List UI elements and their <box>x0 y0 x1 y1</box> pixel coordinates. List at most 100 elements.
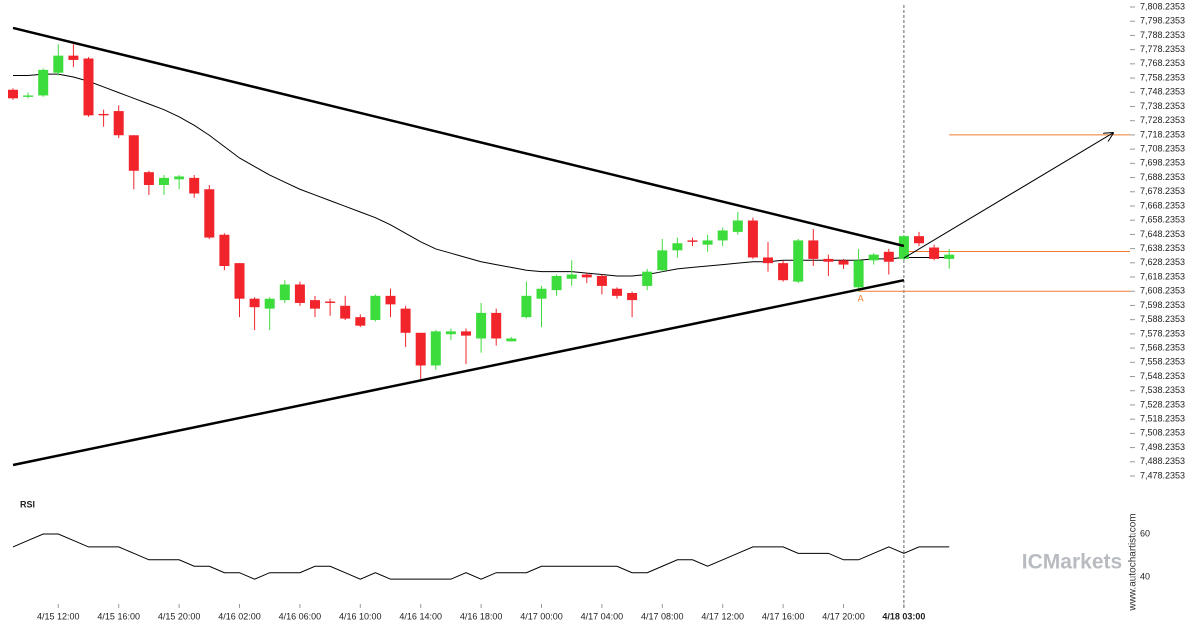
candle-body <box>445 331 456 335</box>
y-tick-label: 7,658.2353 <box>1140 215 1185 225</box>
y-tick-label: 7,568.2353 <box>1140 342 1185 352</box>
candle-body <box>747 220 758 258</box>
candle-body <box>596 275 607 286</box>
candle-body <box>8 89 18 99</box>
trendline <box>12 278 905 467</box>
y-tick-label: 7,598.2353 <box>1140 300 1185 310</box>
candle-body <box>53 55 64 73</box>
candle-body <box>310 300 320 309</box>
candle-body <box>38 69 49 96</box>
y-tick-label: 7,678.2353 <box>1140 186 1185 196</box>
y-tick-label: 7,708.2353 <box>1140 143 1185 153</box>
candle-body <box>657 250 668 271</box>
x-tick-label: 4/16 06:00 <box>279 611 322 621</box>
candle-body <box>476 312 487 339</box>
candle-body <box>868 254 879 261</box>
y-tick-label: 7,768.2353 <box>1140 58 1185 68</box>
rsi-title: RSI <box>20 499 35 509</box>
candle-body <box>763 257 773 264</box>
y-tick-label: 7,528.2353 <box>1140 399 1185 409</box>
candle-body <box>279 284 290 301</box>
candle-body <box>551 275 562 291</box>
candle-body <box>521 295 532 318</box>
x-tick-label: 4/17 12:00 <box>701 611 744 621</box>
y-tick-label: 7,648.2353 <box>1140 229 1185 239</box>
candle-body <box>581 274 592 278</box>
candle-body <box>355 317 366 326</box>
y-tick-label: 7,498.2353 <box>1140 442 1185 452</box>
candle-body <box>370 295 381 321</box>
x-tick-label: 4/15 12:00 <box>37 611 80 621</box>
y-tick-label: 7,728.2353 <box>1140 115 1185 125</box>
x-tick-label: 4/18 03:00 <box>882 611 925 621</box>
y-tick-label: 7,698.2353 <box>1140 158 1185 168</box>
y-tick-label: 7,518.2353 <box>1140 414 1185 424</box>
candle-body <box>612 288 622 296</box>
y-tick-label: 7,628.2353 <box>1140 257 1185 267</box>
candle-body <box>234 263 245 299</box>
candle-body <box>430 331 441 366</box>
candle-body <box>264 298 275 309</box>
candle-body <box>98 113 109 116</box>
trendline <box>12 26 905 248</box>
candle-body <box>325 301 336 303</box>
candle-body <box>823 258 834 262</box>
candle-body <box>566 274 577 279</box>
candle-body <box>642 271 653 286</box>
y-tick-label: 7,718.2353 <box>1140 129 1185 139</box>
candle-body <box>717 230 728 241</box>
candle-body <box>536 288 547 299</box>
x-tick-label: 4/16 14:00 <box>399 611 442 621</box>
candle-body <box>23 95 34 97</box>
candle-body <box>415 332 426 366</box>
candle-body <box>294 284 305 303</box>
candle-body <box>189 177 200 194</box>
candle-body <box>113 111 124 136</box>
y-tick-label: 7,578.2353 <box>1140 328 1185 338</box>
y-tick-label: 7,688.2353 <box>1140 172 1185 182</box>
candle-body <box>204 189 215 238</box>
y-tick-label: 7,558.2353 <box>1140 357 1185 367</box>
candle-body <box>944 254 955 259</box>
y-tick-label: 7,748.2353 <box>1140 87 1185 97</box>
candle-body <box>672 243 683 251</box>
candle-body <box>778 263 789 281</box>
y-tick-label: 7,798.2353 <box>1140 16 1185 26</box>
watermark: ICMarkets <box>1022 551 1122 574</box>
x-tick-label: 4/17 04:00 <box>581 611 624 621</box>
candle-body <box>83 58 94 116</box>
candle-body <box>340 305 351 319</box>
y-tick-label: 7,738.2353 <box>1140 101 1185 111</box>
x-tick-label: 4/17 20:00 <box>822 611 865 621</box>
projection-arrow <box>903 133 1113 259</box>
y-tick-label: 7,548.2353 <box>1140 371 1185 381</box>
candle-body <box>159 177 169 185</box>
y-tick-label: 7,508.2353 <box>1140 428 1185 438</box>
y-tick-label: 7,638.2353 <box>1140 243 1185 253</box>
candle-body <box>128 135 139 171</box>
y-tick-label: 7,808.2353 <box>1140 1 1185 11</box>
y-tick-label: 7,788.2353 <box>1140 30 1185 40</box>
moving-average <box>13 73 950 277</box>
rsi-line <box>12 533 950 580</box>
y-tick-label: 7,608.2353 <box>1140 286 1185 296</box>
site-label: www.autochartist.com <box>1128 513 1139 611</box>
x-tick-label: 4/16 10:00 <box>339 611 382 621</box>
x-tick-label: 4/16 18:00 <box>460 611 503 621</box>
candle-body <box>838 260 849 265</box>
rsi-tick-label: 60 <box>1140 528 1150 538</box>
candle-body <box>506 338 517 342</box>
x-tick-label: 4/16 02:00 <box>218 611 261 621</box>
candle-body <box>929 247 940 259</box>
y-tick-label: 7,538.2353 <box>1140 385 1185 395</box>
candle-body <box>143 172 154 185</box>
candle-body <box>732 220 743 232</box>
candle-body <box>898 236 909 259</box>
x-tick-label: 4/15 20:00 <box>158 611 201 621</box>
candle-body <box>400 308 411 333</box>
candle-body <box>174 176 185 180</box>
candle-body <box>627 292 638 301</box>
x-tick-label: 4/17 16:00 <box>762 611 805 621</box>
candle-body <box>219 234 230 266</box>
